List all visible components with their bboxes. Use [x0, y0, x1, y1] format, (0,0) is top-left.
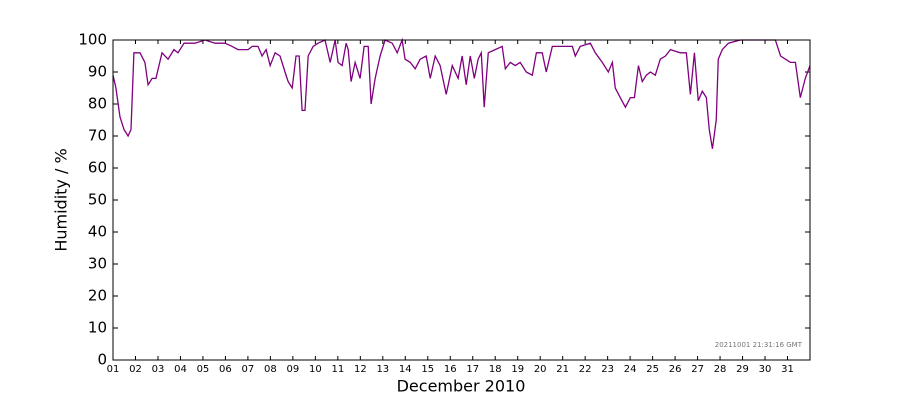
y-tick-label: 30: [88, 255, 107, 273]
x-tick-label: 23: [601, 364, 614, 375]
x-tick-label: 11: [331, 364, 344, 375]
x-tick-label: 26: [669, 364, 682, 375]
x-tick-label: 24: [624, 364, 637, 375]
x-tick-label: 09: [287, 364, 300, 375]
y-tick-label: 0: [97, 351, 107, 369]
x-tick-label: 07: [242, 364, 255, 375]
y-tick-label: 90: [88, 63, 107, 81]
x-tick-label: 06: [219, 364, 232, 375]
x-tick-label: 21: [556, 364, 569, 375]
plot-frame: [112, 39, 811, 361]
x-tick-label: 20: [534, 364, 547, 375]
x-tick-label: 03: [152, 364, 165, 375]
y-tick-label: 80: [88, 95, 107, 113]
x-tick-label: 10: [309, 364, 322, 375]
x-axis-label: December 2010: [397, 377, 526, 396]
y-tick-label: 10: [88, 319, 107, 337]
x-tick-label: 25: [646, 364, 659, 375]
x-tick-label: 28: [714, 364, 727, 375]
x-tick-label: 18: [489, 364, 502, 375]
x-tick-label: 17: [466, 364, 479, 375]
x-tick-label: 13: [376, 364, 389, 375]
x-tick-label: 16: [444, 364, 457, 375]
humidity-line: [112, 37, 811, 149]
x-tick-label: 19: [511, 364, 524, 375]
y-tick-label: 20: [88, 287, 107, 305]
y-tick-label: 60: [88, 159, 107, 177]
x-tick-label: 05: [197, 364, 210, 375]
x-tick-label: 30: [759, 364, 772, 375]
y-tick-label: 50: [88, 191, 107, 209]
x-tick-label: 27: [691, 364, 704, 375]
x-tick-label: 14: [399, 364, 412, 375]
y-tick-label: 70: [88, 127, 107, 145]
x-tick-label: 22: [579, 364, 592, 375]
y-tick-label: 100: [78, 31, 107, 49]
x-tick-label: 04: [174, 364, 187, 375]
y-axis-label: Humidity / %: [52, 148, 71, 251]
x-tick-label: 12: [354, 364, 367, 375]
x-tick-label: 08: [264, 364, 277, 375]
x-tick-label: 02: [129, 364, 142, 375]
timestamp-annotation: 20211001 21:31:16 GMT: [715, 341, 803, 349]
x-tick-label: 31: [781, 364, 794, 375]
x-tick-label: 15: [421, 364, 434, 375]
y-tick-label: 40: [88, 223, 107, 241]
x-tick-label: 01: [107, 364, 120, 375]
x-tick-label: 29: [736, 364, 749, 375]
